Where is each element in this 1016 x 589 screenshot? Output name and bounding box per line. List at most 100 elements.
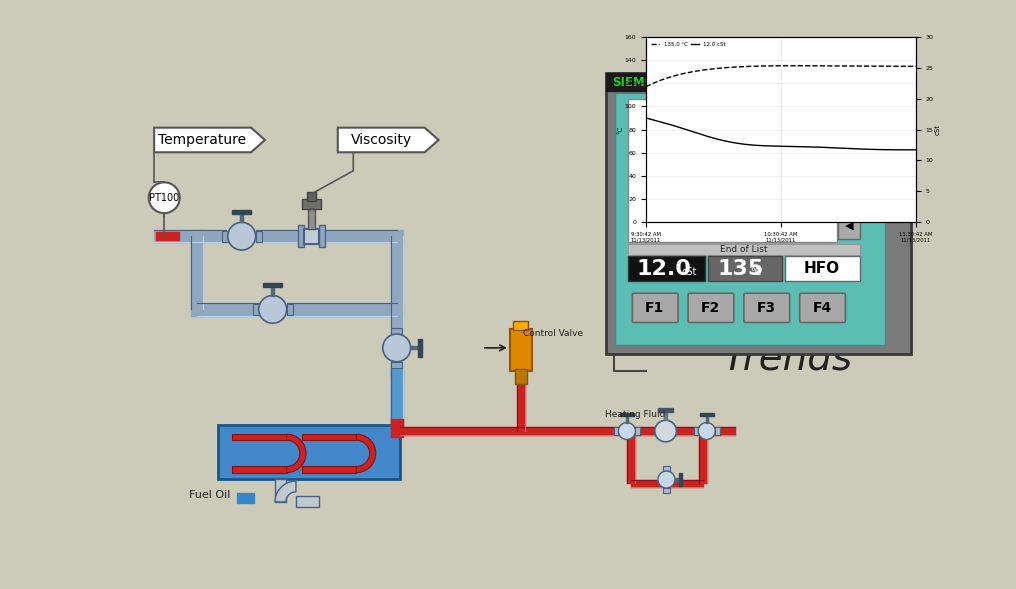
Bar <box>391 362 402 368</box>
Bar <box>513 321 528 330</box>
Text: F1: F1 <box>645 301 664 315</box>
Bar <box>302 199 321 209</box>
Text: °C: °C <box>750 267 762 277</box>
FancyBboxPatch shape <box>632 293 678 322</box>
Text: Heating Fluid: Heating Fluid <box>606 410 665 419</box>
Text: Control Valve: Control Valve <box>523 329 583 338</box>
Bar <box>628 99 837 241</box>
Bar <box>287 304 293 315</box>
Circle shape <box>383 334 410 362</box>
Text: O: O <box>891 124 902 138</box>
Text: F3: F3 <box>757 301 776 315</box>
Bar <box>237 494 254 502</box>
FancyBboxPatch shape <box>800 293 845 322</box>
Bar <box>662 466 671 471</box>
Bar <box>715 427 720 435</box>
Text: F4: F4 <box>813 301 832 315</box>
Bar <box>191 230 203 243</box>
Bar <box>662 488 671 492</box>
Bar <box>233 434 287 441</box>
Circle shape <box>698 422 715 439</box>
Bar <box>628 244 861 256</box>
Bar <box>838 156 861 181</box>
Text: Trends: Trends <box>722 339 852 378</box>
Bar <box>155 233 179 240</box>
FancyBboxPatch shape <box>744 293 789 322</box>
Polygon shape <box>275 481 296 502</box>
Bar <box>626 416 628 422</box>
Bar <box>302 434 357 441</box>
Bar <box>419 339 423 357</box>
Text: 135: 135 <box>717 259 764 279</box>
Bar <box>271 286 274 296</box>
Y-axis label: °C: °C <box>617 125 623 134</box>
Bar <box>628 256 705 281</box>
Bar <box>390 303 403 316</box>
Circle shape <box>228 223 256 250</box>
Circle shape <box>658 471 675 488</box>
Bar <box>785 256 861 281</box>
Text: PT100: PT100 <box>149 193 180 203</box>
Text: ◀: ◀ <box>845 220 853 230</box>
Text: SIMATIC BASIC PANEL: SIMATIC BASIC PANEL <box>760 76 904 89</box>
Bar <box>708 256 782 281</box>
Bar <box>838 99 861 125</box>
Bar <box>705 416 708 422</box>
Bar <box>679 472 682 487</box>
Bar <box>410 346 422 349</box>
Bar <box>514 369 527 384</box>
Bar <box>233 466 287 472</box>
Text: F2: F2 <box>701 301 720 315</box>
Legend: 135.0 °C, 12.0 cSt: 135.0 °C, 12.0 cSt <box>649 40 728 49</box>
Bar <box>240 213 243 223</box>
Bar <box>319 226 325 247</box>
Bar <box>390 425 403 437</box>
Bar <box>307 191 316 201</box>
Text: HFO: HFO <box>804 261 840 276</box>
Text: ▶: ▶ <box>845 135 853 145</box>
Text: Viscosity: Viscosity <box>351 133 411 147</box>
Text: Temperature: Temperature <box>158 133 246 147</box>
Bar <box>253 304 259 315</box>
Circle shape <box>654 421 677 442</box>
Polygon shape <box>287 434 306 472</box>
Bar <box>510 329 531 371</box>
Bar <box>616 93 885 345</box>
FancyBboxPatch shape <box>688 293 734 322</box>
Bar <box>263 283 282 287</box>
Bar <box>606 73 910 91</box>
Text: H: H <box>891 193 902 207</box>
Text: C: C <box>891 170 901 184</box>
Bar <box>658 408 674 412</box>
Polygon shape <box>154 128 265 153</box>
Bar <box>218 425 400 479</box>
Bar <box>390 365 403 377</box>
Text: 12.0: 12.0 <box>637 259 692 279</box>
Bar <box>298 226 304 247</box>
Bar <box>233 210 251 214</box>
Bar <box>256 231 262 241</box>
Polygon shape <box>337 128 439 153</box>
Text: ⊖: ⊖ <box>844 192 854 202</box>
Bar <box>191 303 203 316</box>
Text: cSt: cSt <box>682 267 697 277</box>
Circle shape <box>148 183 180 213</box>
Bar <box>390 419 403 431</box>
Bar <box>838 213 861 239</box>
Bar <box>675 478 682 481</box>
Bar <box>635 427 640 435</box>
Bar <box>275 479 285 502</box>
Bar <box>296 497 319 507</box>
Text: SIEMENS: SIEMENS <box>613 76 672 89</box>
Circle shape <box>259 296 287 323</box>
Text: Fuel Oil: Fuel Oil <box>189 490 231 500</box>
Bar <box>694 427 698 435</box>
Bar <box>664 411 668 421</box>
Bar <box>700 413 713 416</box>
Text: U: U <box>891 147 902 161</box>
Y-axis label: cSt: cSt <box>935 124 941 135</box>
Bar <box>390 230 403 243</box>
Text: T: T <box>892 101 901 115</box>
Text: End of List: End of List <box>720 245 768 254</box>
Bar <box>221 231 228 241</box>
